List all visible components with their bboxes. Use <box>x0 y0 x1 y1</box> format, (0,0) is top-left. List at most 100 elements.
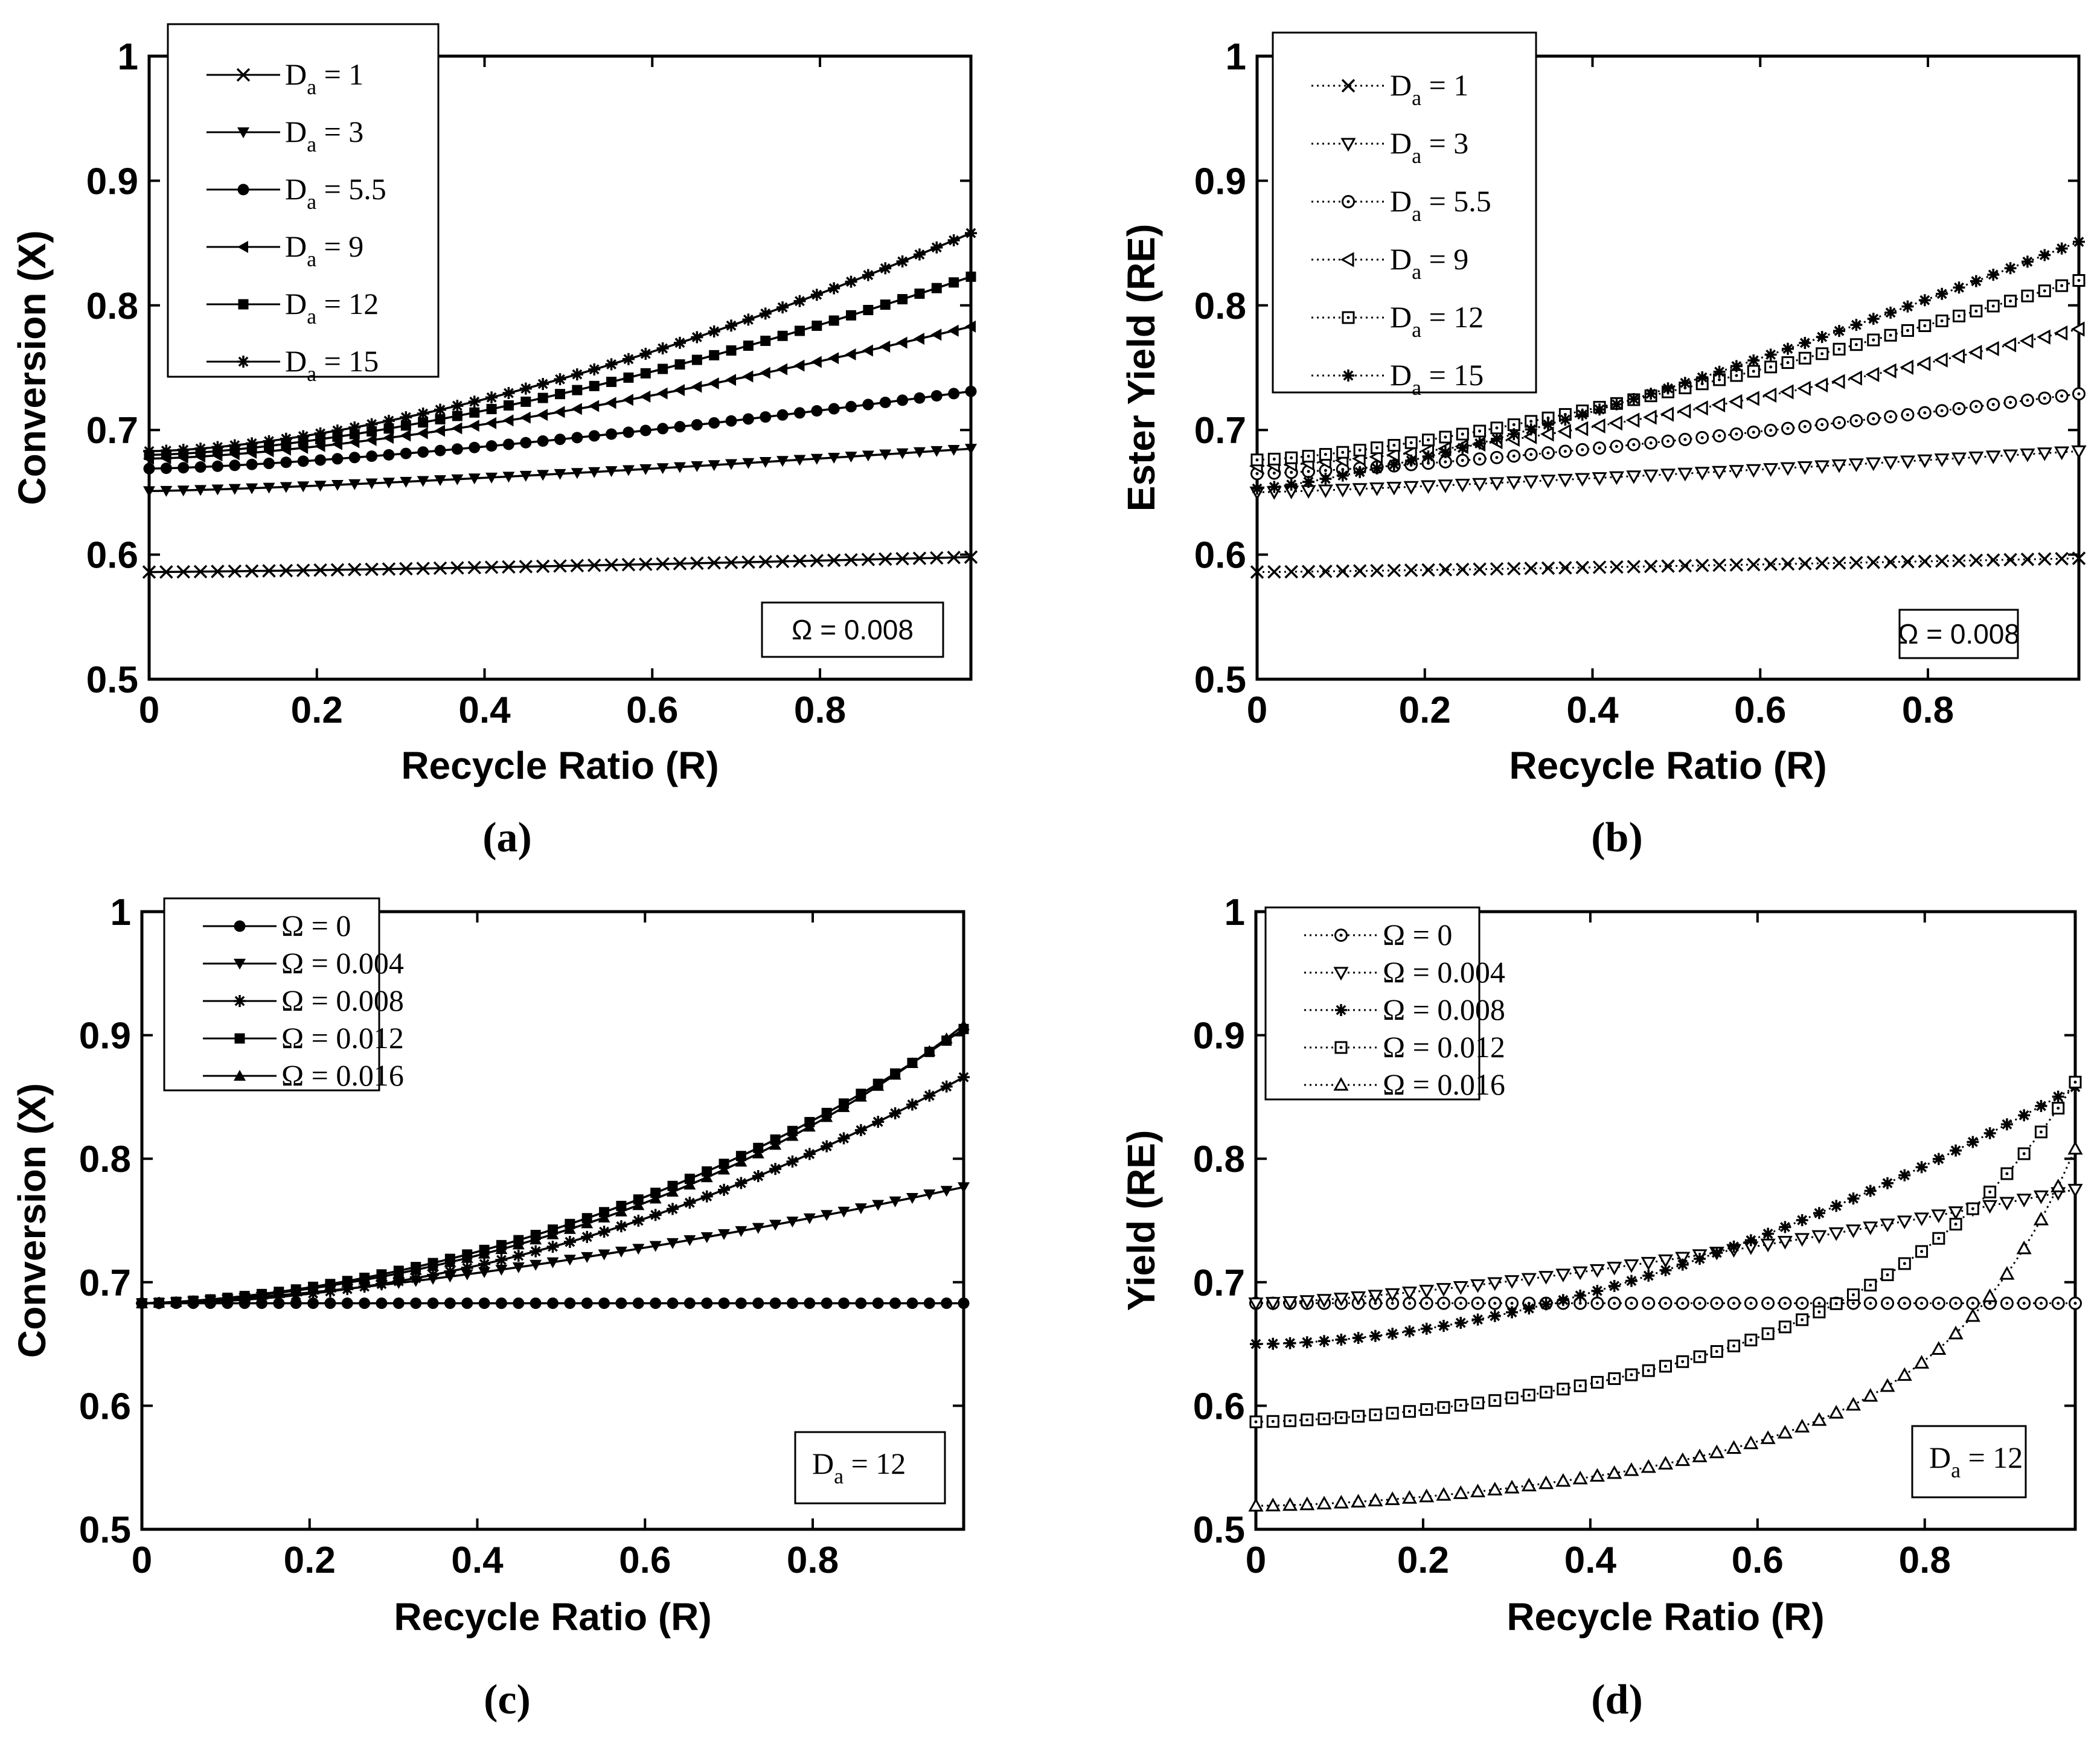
data-point <box>1967 1136 1979 1148</box>
data-point <box>828 315 839 326</box>
data-point <box>667 1297 679 1310</box>
data-point <box>2016 1194 2032 1207</box>
data-point <box>965 444 977 455</box>
data-point <box>324 1279 336 1291</box>
data-point <box>1302 450 1315 463</box>
data-point <box>2038 552 2052 566</box>
data-point <box>930 328 942 341</box>
data-point <box>1268 481 1281 493</box>
data-point <box>1265 1297 1281 1311</box>
data-point <box>752 1297 764 1310</box>
data-point <box>2055 279 2069 292</box>
data-point <box>718 1183 731 1196</box>
data-point <box>365 562 379 577</box>
data-point <box>143 462 155 475</box>
data-point <box>1335 484 1351 497</box>
data-point <box>1388 458 1400 471</box>
data-point <box>1624 1462 1639 1476</box>
data-point <box>1403 1325 1416 1338</box>
data-point <box>1419 1488 1435 1503</box>
data-point <box>1540 426 1554 442</box>
x-tick-label: 0.4 <box>458 689 511 731</box>
data-point <box>1456 453 1470 467</box>
data-point <box>547 1297 559 1310</box>
data-point <box>1982 1288 1998 1302</box>
data-point <box>639 348 652 360</box>
data-point <box>1302 476 1315 488</box>
data-point <box>769 1163 782 1175</box>
data-point <box>1524 561 1538 575</box>
data-point <box>1985 450 2001 464</box>
data-point <box>1693 1350 1706 1363</box>
data-point <box>2069 1075 2082 1089</box>
data-point <box>649 1209 662 1221</box>
data-point <box>330 563 345 577</box>
data-point <box>563 1255 576 1266</box>
data-point <box>1985 341 1999 356</box>
data-point <box>803 1213 816 1224</box>
data-point <box>1657 1254 1674 1268</box>
legend-label: Da = 15 <box>1390 358 1484 400</box>
data-point <box>1696 371 1709 384</box>
data-point <box>1369 1408 1382 1421</box>
data-point <box>726 345 737 356</box>
data-point <box>1798 557 1812 571</box>
data-point <box>700 1232 713 1243</box>
data-point <box>1576 408 1589 421</box>
data-point <box>1935 314 1948 327</box>
data-point <box>1814 460 1830 475</box>
legend-marker <box>237 127 249 138</box>
data-point <box>1575 560 1589 575</box>
data-point <box>1505 1391 1519 1404</box>
data-point <box>1352 483 1368 497</box>
legend-label: Ω = 0.008 <box>1383 993 1505 1026</box>
data-point <box>1388 439 1401 452</box>
data-point <box>691 461 703 472</box>
data-point <box>211 565 225 578</box>
data-point <box>812 321 822 331</box>
data-point <box>691 331 703 344</box>
plot-frame <box>147 54 973 681</box>
data-point <box>895 552 909 566</box>
x-tick-label: 0.6 <box>1732 1540 1784 1581</box>
data-point <box>1540 475 1556 488</box>
data-point <box>1643 469 1659 484</box>
data-point <box>1472 478 1488 492</box>
data-point <box>143 445 155 458</box>
data-point <box>1965 1308 1980 1322</box>
data-point <box>1849 555 1863 570</box>
data-point <box>450 561 464 575</box>
data-point <box>1986 553 2000 567</box>
data-point <box>1641 1459 1656 1473</box>
data-point <box>280 432 292 445</box>
data-point <box>742 413 754 425</box>
data-point <box>478 1297 490 1310</box>
data-point <box>1828 1405 1844 1419</box>
data-point <box>1968 345 1982 360</box>
data-point <box>691 380 702 393</box>
data-point <box>1811 1412 1827 1426</box>
data-point <box>1523 475 1539 490</box>
data-point <box>1456 427 1469 441</box>
panel-c: 0.5 0.6 0.7 0.8 0.9 1 0 0.2 0.4 0.6 0.8 Recycle Rat… <box>10 892 970 1639</box>
data-point <box>290 1297 302 1310</box>
data-point <box>1881 1268 1894 1281</box>
data-point <box>923 1189 936 1201</box>
data-point <box>1900 455 1916 470</box>
data-point <box>228 439 241 452</box>
data-point <box>1299 1496 1315 1511</box>
data-point <box>297 455 309 467</box>
data-point <box>828 282 840 295</box>
data-point <box>1897 1367 1912 1381</box>
data-point <box>588 363 601 376</box>
data-point <box>913 248 926 261</box>
data-point <box>1316 1294 1332 1308</box>
data-point <box>821 1297 833 1310</box>
data-point <box>581 1252 594 1263</box>
data-point <box>2055 389 2069 403</box>
data-point <box>845 452 857 463</box>
data-point <box>478 1267 491 1278</box>
data-point <box>485 440 498 452</box>
data-point <box>2037 447 2052 461</box>
data-point <box>530 1297 542 1310</box>
